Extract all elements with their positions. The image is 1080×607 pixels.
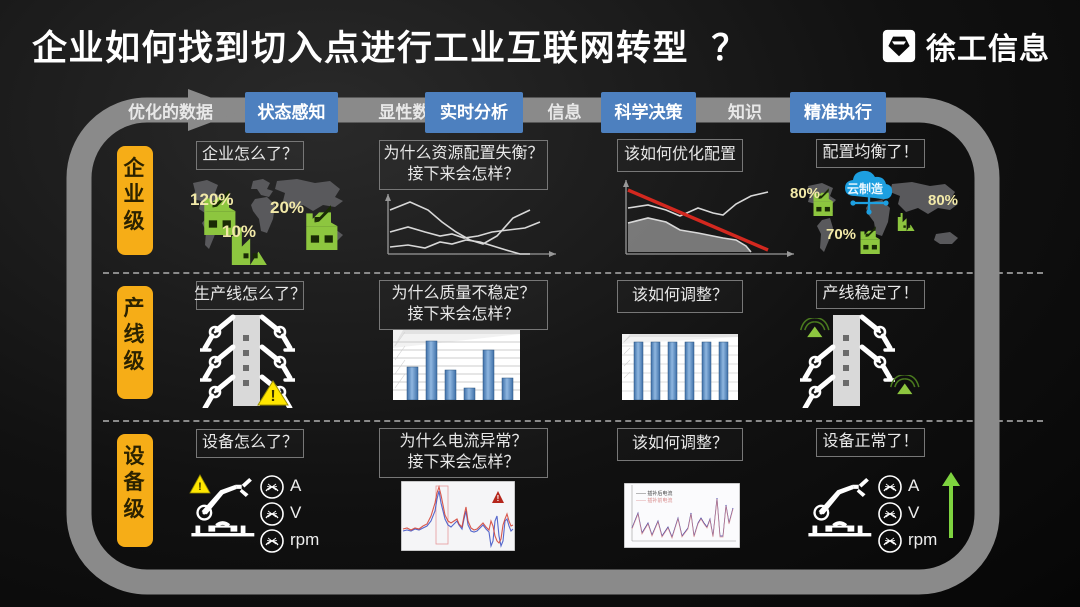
svg-text:—— 插补前电流: —— 插补前电流 bbox=[636, 497, 672, 504]
svg-text:!: ! bbox=[270, 388, 275, 405]
svg-text:—— 插补后电流: —— 插补后电流 bbox=[636, 490, 672, 497]
svg-text:!: ! bbox=[198, 481, 202, 493]
svg-text:!: ! bbox=[497, 494, 500, 503]
